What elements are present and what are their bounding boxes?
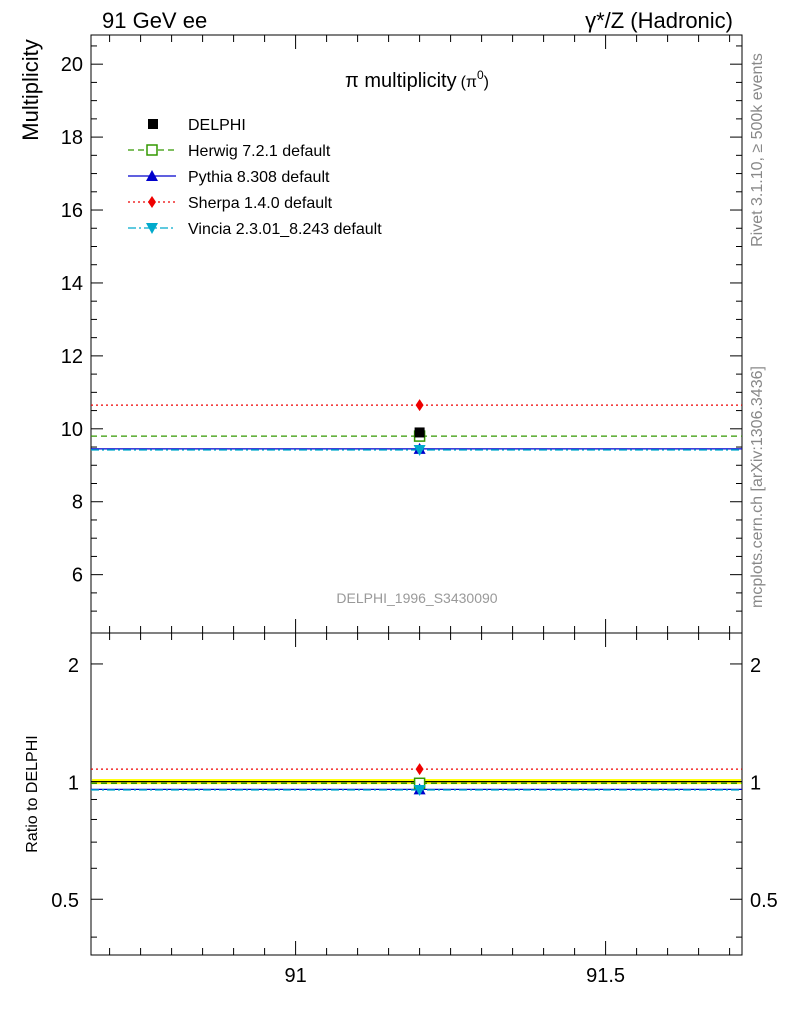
legend-marker-3 bbox=[146, 223, 158, 234]
ratio-y-tick-label-right: 1 bbox=[750, 773, 761, 795]
ratio-y-tick-label-left: 2 bbox=[68, 655, 79, 677]
legend-marker-data bbox=[148, 119, 158, 129]
data-point bbox=[414, 427, 425, 438]
ratio-y-tick-label-left: 1 bbox=[68, 773, 79, 795]
y-tick-label: 16 bbox=[61, 200, 83, 222]
ratio-y-tick-label-left: 0.5 bbox=[51, 890, 79, 912]
main-series bbox=[91, 399, 742, 456]
main-ticks: 6 8 10 12 14 16 18 20 bbox=[61, 35, 742, 633]
watermark: DELPHI_1996_S3430090 bbox=[336, 590, 497, 606]
main-title-close: ) bbox=[484, 74, 489, 91]
ratio-series bbox=[91, 763, 742, 796]
legend-marker-2 bbox=[148, 196, 156, 208]
series-marker-3 bbox=[413, 444, 426, 456]
y-tick-label: 14 bbox=[61, 273, 83, 295]
header-left: 91 GeV ee bbox=[102, 8, 207, 33]
legend-label-data: DELPHI bbox=[188, 117, 246, 134]
y-tick-label: 12 bbox=[61, 346, 83, 368]
main-title: π multiplicity (π0) bbox=[345, 68, 489, 92]
y-tick-label: 8 bbox=[72, 492, 83, 514]
main-title-text: π multiplicity bbox=[345, 70, 457, 92]
legend-marker-1 bbox=[146, 170, 158, 181]
x-tick-label: 91.5 bbox=[586, 965, 625, 987]
legend: DELPHI Herwig 7.2.1 default Pythia 8.308 d… bbox=[128, 117, 382, 238]
ratio-y-tick-label-right: 2 bbox=[750, 655, 761, 677]
main-panel: Multiplicity π multiplicity (π0) DELPHI_1… bbox=[18, 34, 743, 634]
y-tick-label: 18 bbox=[61, 127, 83, 149]
ratio-y-tick-label-right: 0.5 bbox=[750, 890, 778, 912]
ratio-ticks: 0.5 0.5 1 1 2 2 91 91.5 bbox=[51, 633, 778, 987]
ratio-marker-2 bbox=[415, 763, 424, 776]
ratio-ylabel: Ratio to DELPHI bbox=[24, 735, 41, 852]
legend-marker-0 bbox=[146, 144, 158, 156]
series-marker-2 bbox=[415, 399, 424, 412]
y-tick-label: 20 bbox=[61, 54, 83, 76]
main-ylabel: Multiplicity bbox=[18, 39, 43, 140]
rivet-label: Rivet 3.1.10, ≥ 500k events bbox=[749, 53, 766, 247]
y-tick-label: 10 bbox=[61, 419, 83, 441]
ratio-marker-3 bbox=[413, 784, 426, 796]
legend-label-2: Sherpa 1.4.0 default bbox=[188, 195, 333, 212]
legend-label-0: Herwig 7.2.1 default bbox=[188, 143, 331, 160]
header-right: γ*/Z (Hadronic) bbox=[585, 8, 733, 33]
ratio-panel: Ratio to DELPHI 0.5 0.5 1 1 2 2 91 91.5 bbox=[24, 632, 778, 987]
ratio-frame bbox=[90, 632, 743, 956]
y-tick-label: 6 bbox=[72, 565, 83, 587]
main-title-suffix: (π bbox=[461, 74, 477, 91]
x-tick-label: 91 bbox=[284, 965, 306, 987]
legend-label-3: Vincia 2.3.01_8.243 default bbox=[188, 221, 382, 238]
main-title-sup: 0 bbox=[477, 68, 484, 82]
legend-label-1: Pythia 8.308 default bbox=[188, 169, 330, 186]
mcplots-label: mcplots.cern.ch [arXiv:1306.3436] bbox=[749, 366, 766, 608]
